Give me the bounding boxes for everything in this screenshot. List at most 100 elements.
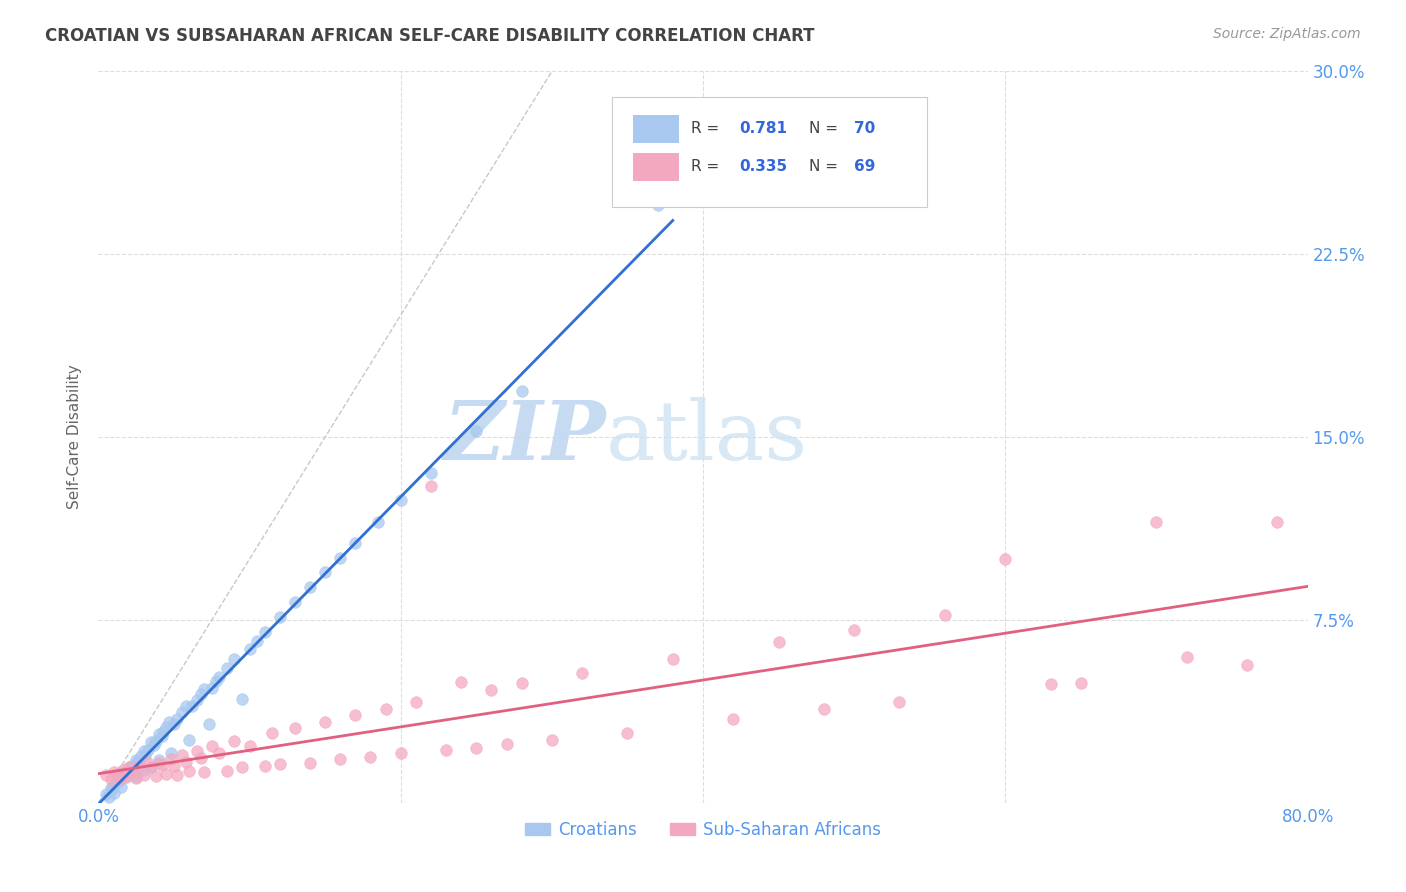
Point [145, 769, 167, 783]
Point [994, 552, 1017, 566]
Point [540, 733, 562, 747]
Point [299, 580, 322, 594]
Point [239, 739, 262, 754]
Point [148, 753, 170, 767]
Point [314, 566, 336, 580]
Text: N =: N = [810, 159, 844, 174]
Point [110, 770, 132, 784]
Point [186, 744, 208, 758]
Point [94, 768, 117, 782]
Point [389, 746, 412, 760]
Point [224, 734, 246, 748]
Point [110, 780, 132, 794]
Point [160, 752, 183, 766]
Point [132, 764, 155, 778]
Point [105, 773, 128, 788]
Point [94, 787, 117, 801]
Point [98, 789, 121, 804]
Point [174, 755, 197, 769]
Point [111, 764, 134, 778]
Point [314, 714, 336, 729]
Point [190, 687, 212, 701]
Point [1039, 677, 1062, 691]
Point [179, 733, 201, 747]
Point [125, 772, 148, 786]
Point [115, 767, 138, 781]
Point [141, 759, 163, 773]
Point [155, 767, 177, 781]
Point [166, 768, 188, 782]
Text: R =: R = [690, 159, 724, 174]
Point [1236, 658, 1258, 673]
Point [344, 708, 367, 723]
Point [181, 699, 204, 714]
Point [768, 635, 790, 649]
Legend: Croatians, Sub-Saharan Africans: Croatians, Sub-Saharan Africans [517, 814, 889, 846]
Point [127, 754, 149, 768]
Point [813, 702, 835, 716]
Point [114, 766, 136, 780]
Point [121, 764, 143, 779]
Point [163, 759, 186, 773]
Point [208, 669, 231, 683]
Point [844, 623, 866, 637]
Point [190, 750, 212, 764]
Point [405, 695, 427, 709]
Point [112, 770, 135, 784]
Point [1175, 649, 1198, 664]
Point [134, 747, 156, 762]
Point [122, 760, 145, 774]
Text: 0.781: 0.781 [740, 121, 787, 136]
Point [205, 674, 228, 689]
Point [150, 729, 173, 743]
Point [367, 515, 389, 529]
Point [141, 759, 163, 773]
Point [647, 198, 669, 212]
Point [193, 681, 215, 696]
Point [152, 725, 174, 739]
Point [201, 681, 224, 695]
Point [118, 760, 141, 774]
Point [481, 682, 503, 697]
Point [889, 695, 911, 709]
Point [616, 726, 638, 740]
Text: atlas: atlas [606, 397, 808, 477]
Point [329, 751, 352, 765]
Point [197, 717, 219, 731]
Point [231, 760, 253, 774]
Point [201, 739, 224, 754]
Text: Source: ZipAtlas.com: Source: ZipAtlas.com [1213, 27, 1361, 41]
Text: R =: R = [690, 121, 724, 136]
Point [360, 750, 382, 764]
Bar [633, 115, 679, 143]
Point [299, 756, 322, 770]
Point [246, 633, 269, 648]
Point [148, 726, 170, 740]
Point [128, 755, 150, 769]
Point [215, 764, 238, 779]
Point [284, 721, 307, 735]
Point [150, 758, 173, 772]
Point [465, 740, 488, 755]
Point [170, 706, 193, 720]
Point [135, 756, 157, 770]
Point [159, 715, 181, 730]
Point [132, 744, 155, 758]
Point [934, 608, 956, 623]
Point [186, 693, 208, 707]
Point [208, 746, 231, 760]
Point [239, 642, 262, 657]
Text: N =: N = [810, 121, 844, 136]
Point [111, 766, 134, 780]
Point [465, 424, 488, 438]
Point [148, 756, 170, 771]
Point [103, 764, 125, 779]
Point [118, 768, 141, 782]
Point [174, 699, 197, 714]
Point [155, 720, 177, 734]
Point [284, 595, 307, 609]
Y-axis label: Self-Care Disability: Self-Care Disability [67, 365, 83, 509]
Point [420, 479, 443, 493]
Point [136, 742, 159, 756]
Point [269, 610, 291, 624]
